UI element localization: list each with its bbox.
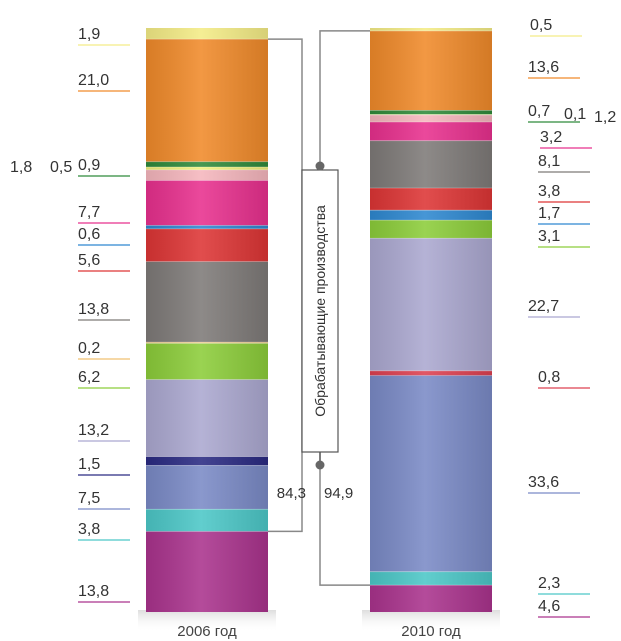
bar-shading (370, 28, 492, 612)
value-label-2010-10: 3,1 (538, 228, 560, 245)
value-label-2006-4: 0,5 (50, 159, 72, 176)
manufacturing-label: Обрабатывающие производства (312, 205, 328, 417)
value-label-2010-12: 0,8 (538, 369, 560, 386)
value-label-2010-1: 0,5 (530, 17, 552, 34)
value-label-2006-2: 21,0 (78, 72, 109, 89)
value-label-2010-9: 1,7 (538, 205, 560, 222)
value-label-2010-8: 3,8 (538, 183, 560, 200)
value-label-2010-15: 4,6 (538, 598, 560, 615)
value-label-2010-13: 33,6 (528, 474, 559, 491)
value-label-2010-4: 0,1 (564, 106, 586, 123)
manufacturing-value-2010: 94,9 (324, 485, 353, 502)
bar-2010 (370, 28, 492, 612)
value-label-2010-5: 1,2 (594, 109, 616, 126)
bar-shading (146, 28, 268, 612)
bracket-dot-bottom (315, 460, 325, 470)
manufacturing-label-box (301, 169, 339, 453)
value-label-2010-6: 3,2 (540, 129, 562, 146)
value-label-2010-11: 22,7 (528, 298, 559, 315)
value-label-2006-8: 5,6 (78, 252, 100, 269)
value-label-2006-3: 0,9 (78, 157, 100, 174)
value-label-2010-2: 13,6 (528, 59, 559, 76)
value-label-2010-3: 0,7 (528, 103, 550, 120)
category-label-2006: 2006 год (177, 623, 237, 640)
value-label-2006-7: 0,6 (78, 226, 100, 243)
value-label-2010-7: 8,1 (538, 153, 560, 170)
bracket-line-2006 (268, 38, 303, 533)
bar-shadow (138, 610, 276, 632)
value-label-2006-16: 13,8 (78, 583, 109, 600)
value-label-2006-12: 13,2 (78, 422, 109, 439)
bar-2006 (146, 28, 268, 612)
value-label-2006-5: 1,8 (10, 159, 32, 176)
value-label-2006-1: 1,9 (78, 26, 100, 43)
bar-shadow (362, 610, 500, 632)
category-label-2010: 2010 год (401, 623, 461, 640)
value-label-2006-15: 3,8 (78, 521, 100, 538)
manufacturing-value-2006: 84,3 (277, 485, 306, 502)
value-label-2010-14: 2,3 (538, 575, 560, 592)
value-label-2006-13: 1,5 (78, 456, 100, 473)
value-label-2006-10: 0,2 (78, 340, 100, 357)
value-label-2006-14: 7,5 (78, 490, 100, 507)
value-label-2006-11: 6,2 (78, 369, 100, 386)
manufacturing-bracket: Обрабатывающие производства 84,3 94,9 (268, 30, 370, 586)
bracket-dot-top (315, 161, 325, 171)
value-label-2006-9: 13,8 (78, 301, 109, 318)
value-label-2006-6: 7,7 (78, 204, 100, 221)
